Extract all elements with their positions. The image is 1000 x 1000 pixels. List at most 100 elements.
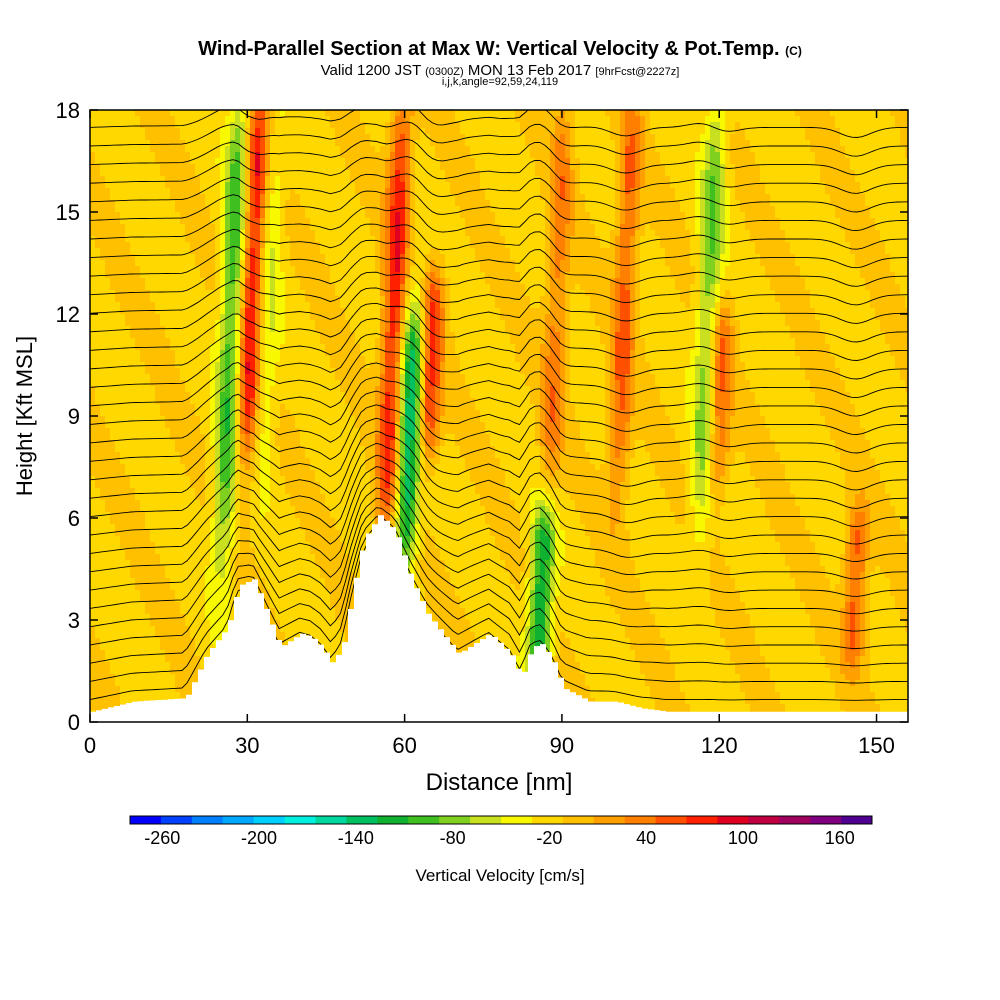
velocity-cell [290, 152, 296, 159]
velocity-cell [280, 122, 286, 129]
velocity-cell [105, 650, 111, 657]
velocity-cell [270, 110, 276, 117]
velocity-cell [145, 278, 151, 285]
velocity-cell [165, 278, 171, 285]
velocity-cell [155, 548, 161, 555]
velocity-cell [190, 668, 196, 675]
velocity-cell [325, 254, 331, 261]
velocity-cell [310, 578, 316, 585]
velocity-cell [315, 248, 321, 255]
velocity-cell [255, 446, 261, 453]
velocity-cell [160, 488, 166, 495]
velocity-cell [180, 116, 186, 123]
velocity-cell [135, 410, 141, 417]
velocity-cell [135, 650, 141, 657]
velocity-cell [170, 692, 176, 699]
velocity-cell [225, 344, 231, 351]
velocity-cell [130, 668, 136, 675]
velocity-cell [190, 296, 196, 303]
velocity-cell [260, 158, 266, 165]
velocity-cell [100, 170, 106, 177]
velocity-cell [275, 560, 281, 567]
velocity-cell [275, 200, 281, 207]
velocity-cell [270, 200, 276, 207]
velocity-cell [265, 110, 271, 117]
velocity-cell [255, 110, 261, 117]
velocity-cell [115, 200, 121, 207]
velocity-cell [305, 218, 311, 225]
velocity-cell [115, 530, 121, 537]
velocity-cell [90, 668, 96, 675]
velocity-cell [255, 440, 261, 447]
velocity-cell [165, 260, 171, 267]
velocity-cell [100, 692, 106, 699]
velocity-cell [220, 542, 226, 549]
velocity-cell [130, 626, 136, 633]
velocity-cell [300, 602, 306, 609]
velocity-cell [225, 392, 231, 399]
velocity-cell [210, 176, 216, 183]
velocity-cell [265, 146, 271, 153]
velocity-cell [215, 122, 221, 129]
velocity-cell [105, 590, 111, 597]
velocity-cell [205, 590, 211, 597]
velocity-cell [300, 254, 306, 261]
velocity-cell [195, 410, 201, 417]
velocity-cell [155, 368, 161, 375]
velocity-cell [200, 578, 206, 585]
velocity-cell [275, 128, 281, 135]
velocity-cell [190, 272, 196, 279]
velocity-cell [105, 542, 111, 549]
velocity-cell [240, 140, 246, 147]
velocity-cell [130, 296, 136, 303]
velocity-cell [130, 458, 136, 465]
velocity-cell [165, 134, 171, 141]
velocity-cell [205, 620, 211, 627]
velocity-cell [125, 296, 131, 303]
velocity-cell [140, 182, 146, 189]
velocity-cell [240, 212, 246, 219]
velocity-cell [215, 584, 221, 591]
velocity-cell [130, 482, 136, 489]
velocity-cell [235, 548, 241, 555]
velocity-cell [140, 434, 146, 441]
velocity-cell [125, 320, 131, 327]
velocity-cell [315, 230, 321, 237]
velocity-cell [270, 320, 276, 327]
velocity-cell [120, 422, 126, 429]
velocity-cell [155, 254, 161, 261]
velocity-cell [315, 164, 321, 171]
velocity-cell [95, 704, 101, 711]
velocity-cell [310, 212, 316, 219]
velocity-cell [270, 140, 276, 147]
velocity-cell [300, 464, 306, 471]
velocity-cell [125, 248, 131, 255]
velocity-cell [105, 494, 111, 501]
velocity-cell [245, 296, 251, 303]
velocity-cell [230, 320, 236, 327]
velocity-cell [225, 182, 231, 189]
velocity-cell [115, 602, 121, 609]
velocity-cell [275, 122, 281, 129]
velocity-cell [230, 182, 236, 189]
velocity-cell [125, 458, 131, 465]
velocity-cell [250, 398, 256, 405]
velocity-cell [305, 578, 311, 585]
velocity-cell [145, 314, 151, 321]
velocity-cell [120, 440, 126, 447]
velocity-cell [240, 116, 246, 123]
velocity-cell [315, 404, 321, 411]
velocity-cell [205, 194, 211, 201]
velocity-cell [210, 482, 216, 489]
velocity-cell [225, 416, 231, 423]
velocity-cell [110, 428, 116, 435]
velocity-cell [315, 194, 321, 201]
velocity-cell [170, 542, 176, 549]
velocity-cell [190, 344, 196, 351]
velocity-cell [290, 446, 296, 453]
velocity-cell [95, 584, 101, 591]
velocity-cell [325, 110, 331, 117]
velocity-cell [180, 278, 186, 285]
velocity-cell [230, 530, 236, 537]
velocity-cell [230, 566, 236, 573]
